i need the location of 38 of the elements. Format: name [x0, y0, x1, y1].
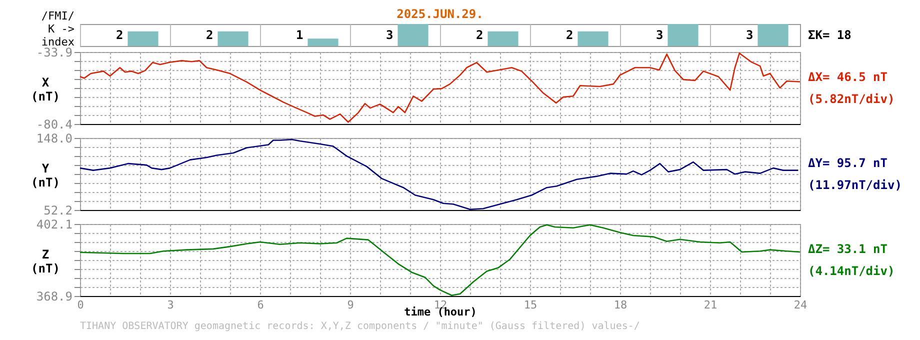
text: ΔX= 46.5 nT	[808, 70, 888, 84]
y-axis-title: Y (nT)	[31, 162, 60, 190]
y-tick-label: 52.2	[44, 204, 72, 218]
data-label: 3	[746, 28, 754, 42]
text: ΔZ= 33.1 nT	[808, 242, 888, 256]
x-tick-label: 6	[257, 298, 264, 312]
line-series	[79, 224, 801, 296]
y-tick-label: -80.4	[36, 118, 72, 132]
y-axis-title: /FMI/ K -> index	[41, 10, 75, 48]
x-tick-label: 18	[614, 298, 628, 312]
text: (11.97nT/div)	[808, 178, 902, 192]
data-label: 2	[476, 28, 484, 42]
x-tick-label: 15	[524, 298, 538, 312]
y-tick-label: 368.9	[36, 290, 72, 304]
y-tick-label: 402.1	[36, 218, 72, 232]
text: ΔY= 95.7 nT	[808, 156, 888, 170]
data-label: 3	[656, 28, 664, 42]
text: (5.82nT/div)	[808, 92, 895, 106]
data-label: 3	[386, 28, 394, 42]
y-tick-label: -33.9	[36, 46, 72, 60]
chart-title: 2025.JUN.29.	[396, 7, 484, 21]
y-axis-title: X (nT)	[31, 76, 60, 104]
line-series	[79, 138, 799, 210]
line-series	[79, 52, 801, 123]
text: (4.14nT/div)	[808, 264, 895, 278]
y-tick-label: 148.0	[36, 132, 72, 146]
y-axis-title: Z (nT)	[31, 248, 60, 276]
text: ΣK= 18	[808, 28, 852, 42]
x-tick-label: 3	[167, 298, 174, 312]
text: TIHANY OBSERVATORY geomagnetic records: X,Y,Z components / "minute" (Gauss filtered) values-/	[80, 321, 640, 332]
data-label: 2	[566, 28, 574, 42]
data-label: 2	[206, 28, 214, 42]
x-tick-label: 0	[77, 298, 84, 312]
data-label: 2	[116, 28, 124, 42]
data-label: 1	[296, 28, 304, 42]
x-tick-label: 21	[704, 298, 718, 312]
x-tick-label: 24	[794, 298, 808, 312]
x-tick-label: 9	[347, 298, 354, 312]
